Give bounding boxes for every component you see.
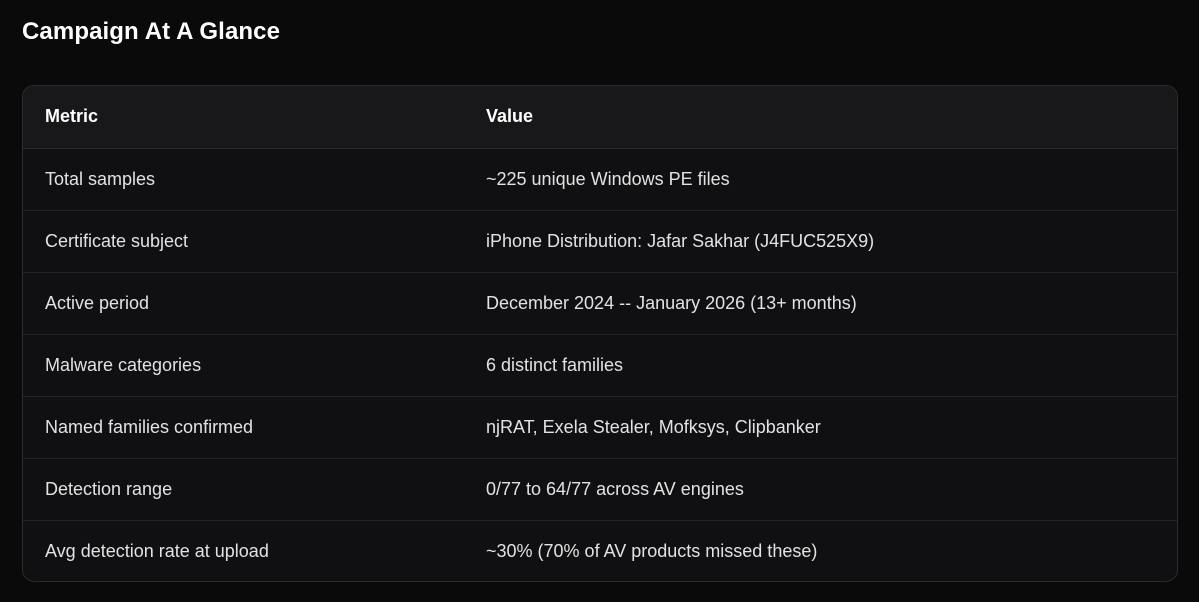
table-row: Certificate subject iPhone Distribution:… xyxy=(23,209,1177,272)
value-cell: 0/77 to 64/77 across AV engines xyxy=(464,457,1177,520)
table-row: Active period December 2024 -- January 2… xyxy=(23,271,1177,334)
metric-cell: Certificate subject xyxy=(23,209,464,272)
metrics-table: Metric Value Total samples ~225 unique W… xyxy=(23,86,1177,581)
metric-cell: Named families confirmed xyxy=(23,395,464,458)
table-row: Named families confirmed njRAT, Exela St… xyxy=(23,395,1177,458)
metric-cell: Active period xyxy=(23,271,464,334)
metrics-table-card: Metric Value Total samples ~225 unique W… xyxy=(22,85,1178,582)
metric-cell: Total samples xyxy=(45,168,156,189)
value-cell: 6 distinct families xyxy=(464,333,1177,396)
column-header-metric: Metric xyxy=(23,86,464,149)
table-row: Detection range 0/77 to 64/77 across AV … xyxy=(23,457,1177,520)
value-cell: ~225 unique Windows PE files xyxy=(486,168,730,189)
value-cell: ~30% (70% of AV products missed these) xyxy=(464,519,1177,581)
metric-cell: Avg detection rate at upload xyxy=(23,519,464,581)
value-cell: December 2024 -- January 2026 (13+ month… xyxy=(464,271,1177,334)
value-cell: iPhone Distribution: Jafar Sakhar (J4FUC… xyxy=(464,209,1177,272)
metric-cell: Detection range xyxy=(23,457,464,520)
table-row: Avg detection rate at upload ~30% (70% o… xyxy=(23,519,1177,581)
metric-cell: Malware categories xyxy=(23,333,464,396)
table-row: Total samples ~225 unique Windows PE fil… xyxy=(23,148,1177,210)
value-cell: njRAT, Exela Stealer, Mofksys, Clipbanke… xyxy=(464,395,1177,458)
page-title: Campaign At A Glance xyxy=(22,18,281,45)
table-row: Malware categories 6 distinct families xyxy=(23,333,1177,396)
column-header-value: Value xyxy=(464,86,1177,149)
table-header-row: Metric Value xyxy=(23,86,1177,149)
